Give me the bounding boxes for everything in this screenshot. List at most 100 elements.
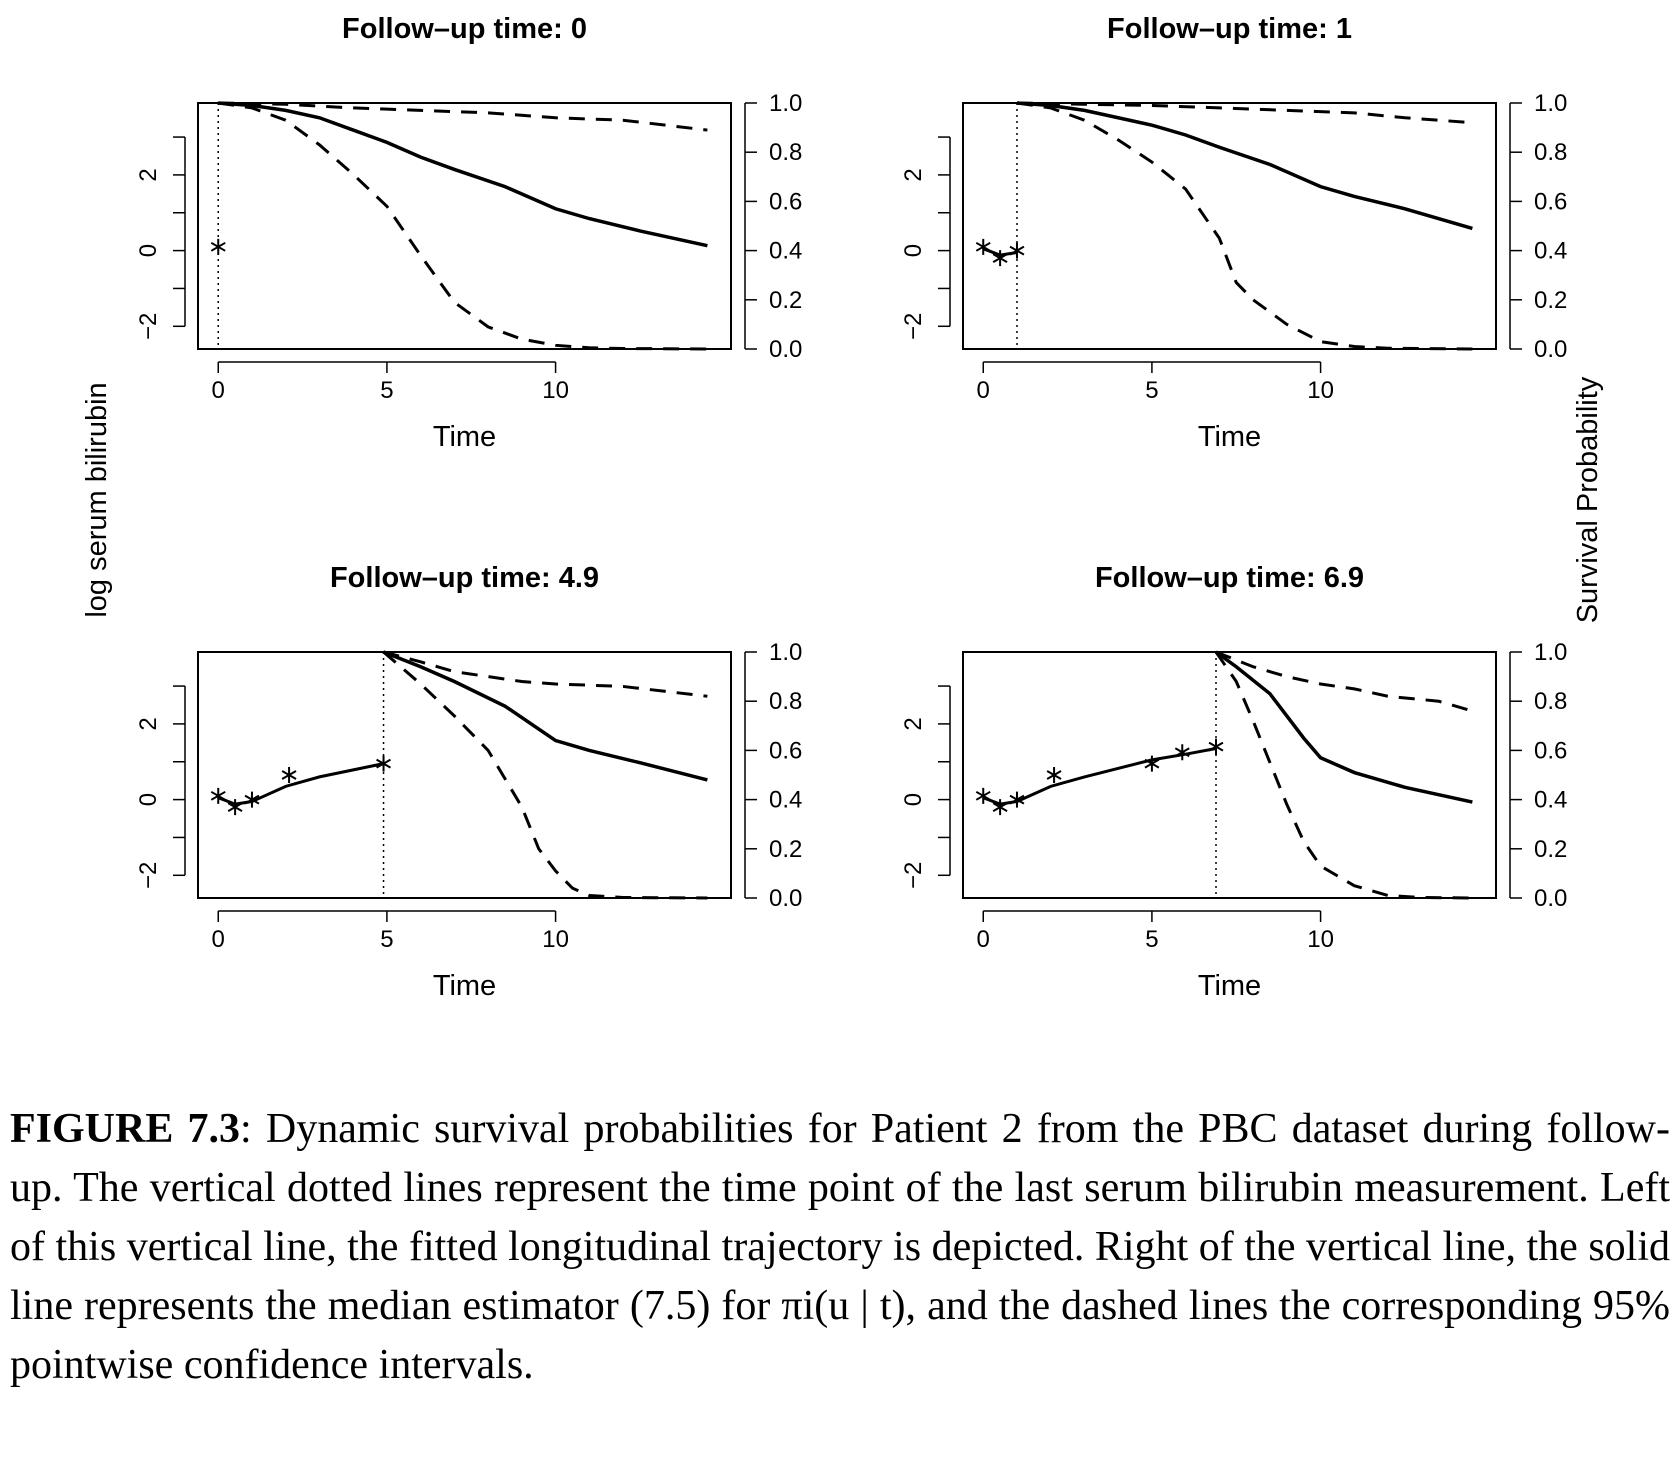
observation-point bbox=[244, 791, 260, 808]
x-axis-label: Time bbox=[1198, 970, 1261, 1002]
y-right-tick-label: 0.0 bbox=[1534, 885, 1567, 912]
x-tick-label: 0 bbox=[977, 926, 990, 953]
y-right-tick-label: 0.0 bbox=[769, 336, 802, 363]
y-right-tick-label: 0.8 bbox=[769, 688, 802, 715]
y-right-tick-label: 0.0 bbox=[769, 885, 802, 912]
observation-point bbox=[227, 799, 243, 816]
y-right-tick-label: 0.8 bbox=[1534, 688, 1567, 715]
y-left-tick-label: −2 bbox=[135, 313, 162, 340]
x-axis-label: Time bbox=[1198, 421, 1261, 453]
survival-upper-ci-line bbox=[1215, 650, 1473, 713]
observation-point bbox=[210, 787, 226, 804]
y-right-tick-label: 0.8 bbox=[769, 139, 802, 166]
observation-point bbox=[281, 767, 297, 783]
x-axis-label: Time bbox=[433, 970, 496, 1002]
observation-point bbox=[1144, 755, 1160, 772]
chart-panel-3: Follow–up time: 4.9 0 5 10 Time −2 0 2 0.0 0.2 0.4… bbox=[135, 562, 802, 1002]
y-right-tick-label: 0.4 bbox=[769, 238, 802, 265]
y-right-tick-label: 0.6 bbox=[769, 737, 802, 764]
y-left-tick-label: 2 bbox=[900, 717, 927, 730]
observation-point bbox=[975, 787, 991, 804]
observation-point bbox=[1009, 791, 1025, 808]
y-left-tick-label: 2 bbox=[135, 717, 162, 730]
figure-caption-label: FIGURE 7.3 bbox=[10, 1106, 241, 1152]
y-right-tick-label: 0.6 bbox=[1534, 737, 1567, 764]
y-right-tick-label: 0.6 bbox=[769, 188, 802, 215]
x-tick-label: 10 bbox=[1307, 377, 1334, 404]
x-tick-label: 0 bbox=[977, 377, 990, 404]
y-right-tick-label: 0.4 bbox=[1534, 238, 1567, 265]
survival-lower-ci-line bbox=[1214, 651, 1473, 900]
observation-point bbox=[1208, 738, 1224, 755]
observation-point bbox=[210, 238, 226, 255]
y-right-tick-label: 1.0 bbox=[769, 90, 802, 117]
panel-title: Follow–up time: 0 bbox=[342, 13, 587, 45]
y-left-tick-label: −2 bbox=[135, 862, 162, 889]
plot-frame bbox=[197, 651, 732, 899]
observation-point bbox=[1174, 744, 1190, 761]
plot-frame bbox=[197, 102, 732, 350]
y-left-tick-label: −2 bbox=[900, 862, 927, 889]
y-left-tick-label: 0 bbox=[900, 793, 927, 806]
observation-point bbox=[376, 755, 391, 772]
x-tick-label: 0 bbox=[212, 377, 225, 404]
plot-frame bbox=[962, 651, 1497, 899]
observation-point bbox=[975, 238, 991, 255]
x-tick-label: 5 bbox=[380, 377, 393, 404]
figure-caption: FIGURE 7.3: Dynamic survival probabiliti… bbox=[10, 1100, 1670, 1395]
y-left-tick-label: 0 bbox=[135, 793, 162, 806]
x-tick-label: 10 bbox=[542, 377, 569, 404]
observation-point bbox=[1046, 767, 1062, 783]
y-right-tick-label: 1.0 bbox=[1534, 639, 1567, 666]
y-right-tick-label: 0.4 bbox=[1534, 787, 1567, 814]
survival-median-line bbox=[382, 650, 708, 782]
y-right-axis-label: Survival Probability bbox=[1572, 376, 1604, 623]
x-tick-label: 0 bbox=[212, 926, 225, 953]
y-right-tick-label: 0.2 bbox=[769, 287, 802, 314]
figure-caption-text: : Dynamic survival probabilities for Pat… bbox=[10, 1106, 1670, 1388]
panel-title: Follow–up time: 4.9 bbox=[330, 562, 599, 594]
x-tick-label: 10 bbox=[1307, 926, 1334, 953]
x-tick-label: 5 bbox=[1145, 926, 1158, 953]
x-tick-label: 10 bbox=[542, 926, 569, 953]
panels-group: Follow–up time: 0 0 5 10 Time −2 0 2 0.0 0.2 0.4 0.… bbox=[135, 13, 1567, 1002]
chart-panel-2: Follow–up time: 1 0 5 10 Time −2 0 2 0.0 0.2 0.4 0.… bbox=[900, 13, 1567, 453]
x-axis-label: Time bbox=[433, 421, 496, 453]
y-right-tick-label: 1.0 bbox=[769, 639, 802, 666]
y-right-tick-label: 0.8 bbox=[1534, 139, 1567, 166]
y-right-tick-label: 0.6 bbox=[1534, 188, 1567, 215]
y-right-tick-label: 0.0 bbox=[1534, 336, 1567, 363]
y-right-tick-label: 0.2 bbox=[769, 836, 802, 863]
survival-median-line bbox=[1214, 650, 1473, 804]
observation-point bbox=[992, 799, 1008, 816]
y-right-tick-label: 0.2 bbox=[1534, 836, 1567, 863]
survival-median-line bbox=[1016, 101, 1473, 231]
fitted-trajectory-line bbox=[217, 762, 384, 806]
observation-point bbox=[1009, 242, 1025, 259]
y-left-tick-label: 0 bbox=[135, 244, 162, 257]
panel-title: Follow–up time: 1 bbox=[1107, 13, 1352, 45]
y-left-tick-label: 2 bbox=[900, 168, 927, 181]
x-tick-label: 5 bbox=[380, 926, 393, 953]
y-right-tick-label: 1.0 bbox=[1534, 90, 1567, 117]
survival-upper-ci-line bbox=[383, 650, 708, 698]
figure-panels: Follow–up time: 0 0 5 10 Time −2 0 2 0.0 0.2 0.4 0.… bbox=[81, 13, 1604, 1002]
y-left-tick-label: 2 bbox=[135, 168, 162, 181]
y-right-tick-label: 0.2 bbox=[1534, 287, 1567, 314]
y-left-tick-label: −2 bbox=[900, 313, 927, 340]
y-left-axis-label: log serum bilirubin bbox=[81, 382, 113, 617]
survival-upper-ci-line bbox=[218, 101, 708, 132]
survival-upper-ci-line bbox=[1016, 101, 1473, 125]
survival-lower-ci-line bbox=[1016, 101, 1473, 351]
fitted-trajectory-line bbox=[982, 747, 1217, 806]
chart-panel-1: Follow–up time: 0 0 5 10 Time −2 0 2 0.0 0.2 0.4 0.… bbox=[135, 13, 802, 453]
observation-point bbox=[992, 250, 1008, 267]
survival-lower-ci-line bbox=[382, 650, 708, 900]
y-left-tick-label: 0 bbox=[900, 244, 927, 257]
y-right-tick-label: 0.4 bbox=[769, 787, 802, 814]
x-tick-label: 5 bbox=[1145, 377, 1158, 404]
survival-lower-ci-line bbox=[218, 101, 708, 351]
chart-panel-4: Follow–up time: 6.9 0 5 10 Time −2 0 2 0.0 0.2 0.4… bbox=[900, 562, 1567, 1002]
survival-median-line bbox=[218, 101, 708, 248]
panel-title: Follow–up time: 6.9 bbox=[1095, 562, 1364, 594]
